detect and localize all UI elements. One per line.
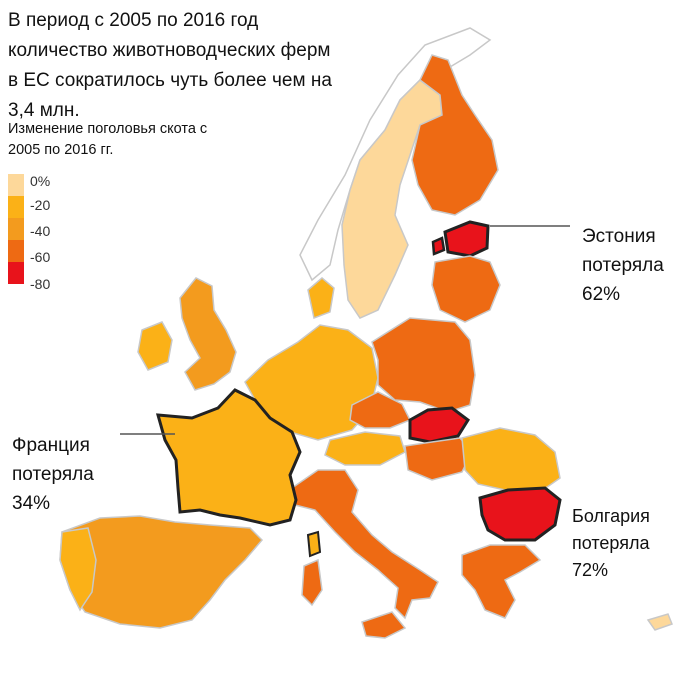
- region-sweden: [341, 79, 443, 319]
- callout-estonia-line2: потеряла: [582, 255, 664, 276]
- legend-swatch-3: [8, 240, 24, 262]
- region-poland: [371, 317, 476, 413]
- region-sicily: [361, 611, 407, 639]
- region-romania: [461, 427, 561, 493]
- region-corsica: [306, 530, 322, 558]
- region-denmark: [307, 277, 335, 320]
- callout-bulgaria: Болгария потеряла 72%: [572, 503, 654, 584]
- legend-swatch-0: [8, 174, 24, 196]
- callout-estonia-line1: Эстония: [582, 226, 656, 247]
- callout-bulgaria-line2: потеряла: [572, 533, 650, 553]
- region-italy: [291, 469, 439, 620]
- region-czechia: [349, 391, 412, 429]
- callout-bulgaria-line3: 72%: [572, 560, 609, 580]
- region-portugal: [59, 527, 97, 612]
- map-title: В период с 2005 по 2016 год количество ж…: [8, 10, 332, 121]
- region-bulgaria: [478, 486, 562, 542]
- callout-france-line2: потеряла: [12, 464, 94, 485]
- legend-swatch-2: [8, 218, 24, 240]
- region-austria: [324, 431, 406, 466]
- callout-estonia-line3: 62%: [582, 284, 621, 305]
- legend-swatch-1: [8, 196, 24, 218]
- legend-swatch-4: [8, 262, 24, 284]
- region-finland: [411, 54, 499, 216]
- legend-label-4: -80: [30, 276, 51, 292]
- region-slovakia: [408, 406, 471, 444]
- callout-estonia: Эстония потеряла 62%: [582, 222, 664, 309]
- callout-france-line3: 34%: [12, 493, 51, 514]
- legend-label-2: -40: [30, 223, 51, 239]
- callout-bulgaria-line1: Болгария: [572, 506, 650, 526]
- region-cyprus: [646, 613, 673, 631]
- callout-france-line1: Франция: [12, 435, 90, 456]
- region-estonia-island: [431, 236, 446, 256]
- legend-label-1: -20: [30, 197, 51, 213]
- region-baltics: [431, 255, 501, 323]
- legend-label-3: -60: [30, 249, 51, 265]
- region-sardinia: [301, 558, 323, 607]
- region-estonia: [443, 220, 490, 258]
- legend-subtitle: Изменение поголовья скота с 2005 по 2016…: [8, 121, 208, 158]
- region-uk: [179, 277, 237, 391]
- legend-label-0: 0%: [30, 173, 51, 189]
- region-ireland: [137, 321, 173, 371]
- callout-france: Франция потеряла 34%: [12, 431, 94, 518]
- region-france: [155, 388, 302, 527]
- region-greece: [461, 544, 542, 619]
